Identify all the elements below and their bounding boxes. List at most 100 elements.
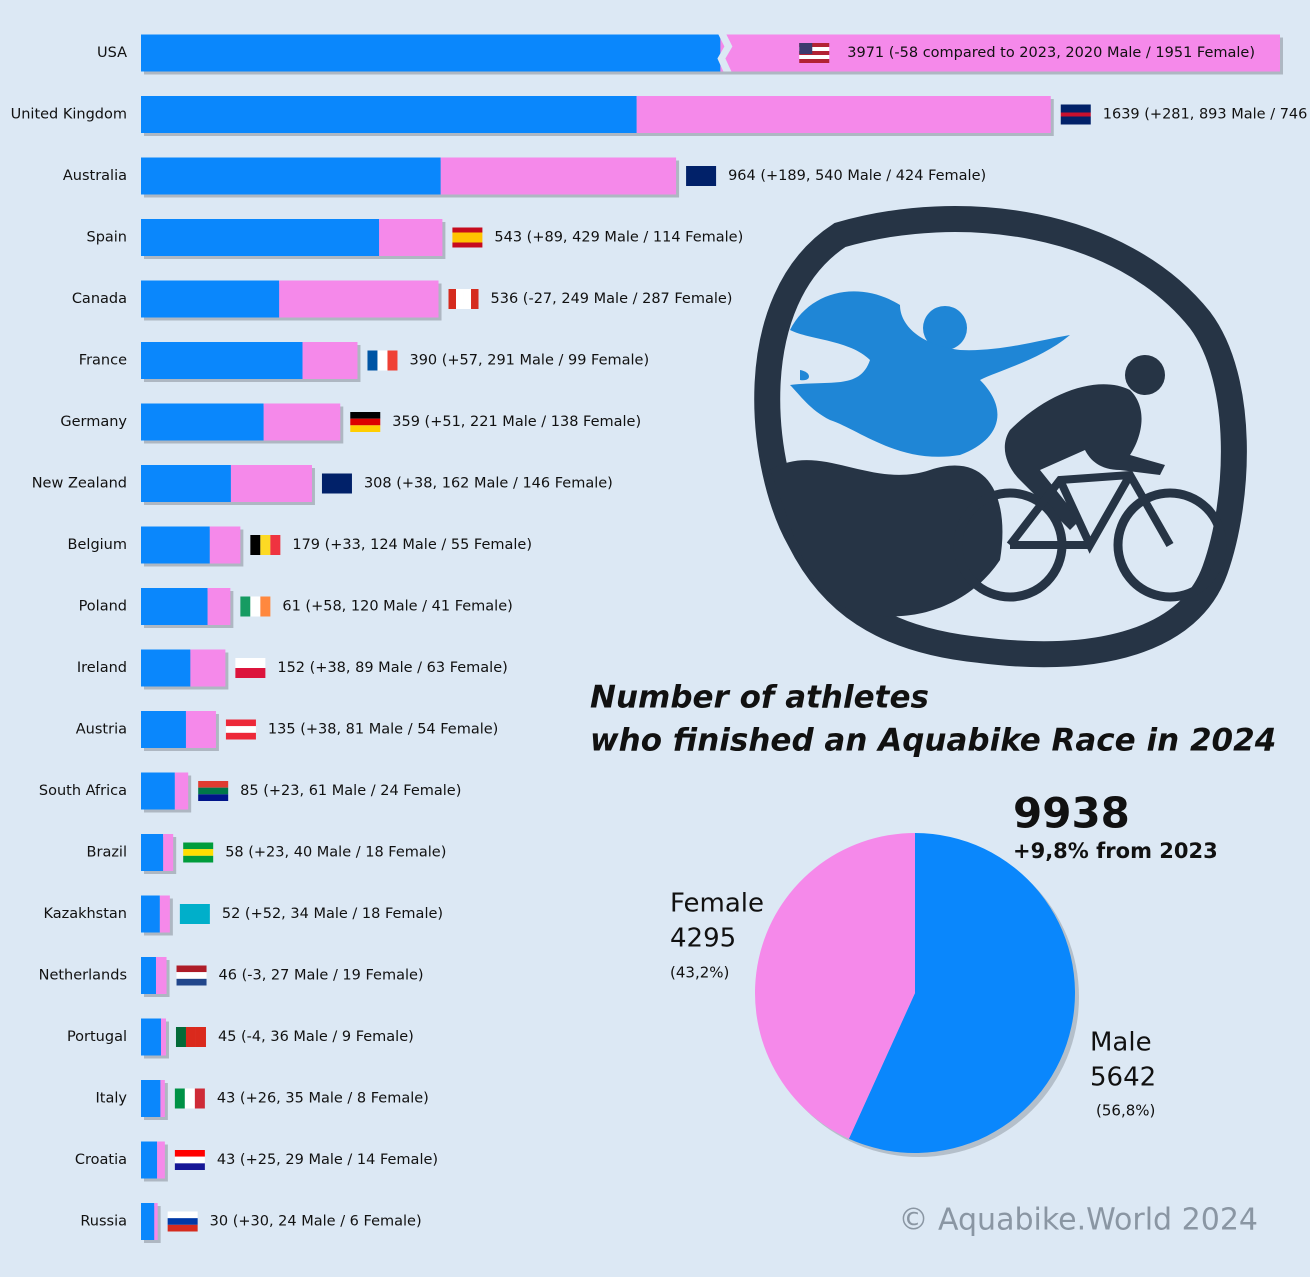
bar-segment xyxy=(185,711,216,748)
bar-segment xyxy=(263,403,341,441)
bar-label: 3971 (-58 compared to 2023, 2020 Male / … xyxy=(847,45,1255,61)
category-label: United Kingdom xyxy=(11,107,127,123)
flag-stripe xyxy=(195,1027,206,1047)
flag-stripe xyxy=(799,51,830,55)
bar-label: 61 (+58, 120 Male / 41 Female) xyxy=(282,599,512,615)
bar-segment xyxy=(141,1203,155,1240)
bar-label: 543 (+89, 429 Male / 114 Female) xyxy=(494,230,743,246)
category-label: France xyxy=(79,353,127,369)
bar-segment xyxy=(163,834,174,871)
flag-stripe xyxy=(799,59,830,63)
bar-segment xyxy=(636,96,1051,133)
flag-stripe xyxy=(686,166,717,176)
bar-segment xyxy=(207,588,231,625)
flag-stripe xyxy=(452,237,483,243)
bar-segment xyxy=(379,219,443,256)
flag-stripe xyxy=(452,232,483,238)
pie-slice xyxy=(755,833,915,1139)
logo xyxy=(754,206,1247,668)
flag-stripe xyxy=(321,483,352,494)
flag-stripe xyxy=(185,1027,196,1047)
bar-label: 43 (+25, 29 Male / 14 Female) xyxy=(217,1152,438,1168)
bar-label: 964 (+189, 540 Male / 424 Female) xyxy=(728,168,986,184)
flag-stripe xyxy=(250,596,261,617)
bar-segment xyxy=(160,1080,165,1117)
bar-segment xyxy=(159,895,170,933)
flag-stripe xyxy=(350,425,381,432)
flag-stripe xyxy=(176,972,207,979)
flag-stripe xyxy=(1060,108,1091,113)
category-label: Australia xyxy=(63,168,127,184)
category-label: South Africa xyxy=(39,783,127,799)
bar-segment xyxy=(141,895,160,933)
flag-stripe xyxy=(799,47,830,51)
flag-stripe xyxy=(350,412,381,419)
category-label: Croatia xyxy=(75,1152,127,1168)
category-label: Russia xyxy=(80,1214,127,1230)
category-label: Belgium xyxy=(68,537,127,553)
flag-stripe xyxy=(179,904,210,924)
bar-segment xyxy=(160,1018,166,1056)
bar-segment xyxy=(141,957,156,994)
bar-segment xyxy=(141,219,380,256)
bar-label: 1639 (+281, 893 Male / 746 Female) xyxy=(1103,107,1310,123)
category-label: Portugal xyxy=(67,1029,127,1045)
flag-stripe xyxy=(225,719,256,727)
flag-stripe xyxy=(235,658,266,668)
pie-percent: (56,8%) xyxy=(1096,1102,1155,1120)
bar-segment xyxy=(141,280,280,318)
flag-stripe xyxy=(174,1088,185,1109)
category-label: Kazakhstan xyxy=(43,906,127,922)
bar-label: 43 (+26, 35 Male / 8 Female) xyxy=(217,1091,429,1107)
category-label: Spain xyxy=(86,230,127,246)
title-line: who finished an Aquabike Race in 2024 xyxy=(590,723,1276,759)
bar-segment xyxy=(190,649,226,687)
category-label: Ireland xyxy=(77,660,127,676)
flag-stripe xyxy=(198,781,229,788)
flag-stripe xyxy=(270,535,281,555)
flag-stripe xyxy=(367,350,378,371)
pie-category: Male xyxy=(1090,1028,1152,1058)
flag-stripe xyxy=(1060,116,1091,121)
flag-stripe xyxy=(471,289,479,309)
flag-stripe xyxy=(1060,120,1091,125)
bar-segment xyxy=(157,1141,165,1179)
pie-value: 5642 xyxy=(1090,1063,1156,1093)
flag-stripe xyxy=(167,1218,198,1225)
flag-stripe xyxy=(1060,112,1091,117)
bar-segment xyxy=(141,342,303,379)
bar-segment xyxy=(141,465,231,502)
pie-value: 4295 xyxy=(670,924,736,954)
bar-label: 30 (+30, 24 Male / 6 Female) xyxy=(210,1214,422,1230)
bar-label: 536 (-27, 249 Male / 287 Female) xyxy=(491,291,733,307)
bar-segment xyxy=(174,772,189,810)
bar-segment xyxy=(141,403,264,441)
bar-label: 135 (+38, 81 Male / 54 Female) xyxy=(268,722,498,738)
bar-segment xyxy=(230,465,312,502)
category-label: Italy xyxy=(96,1091,128,1107)
flag-stripe xyxy=(183,855,214,863)
flag-stripe xyxy=(167,1211,198,1219)
flag-stripe xyxy=(452,227,483,233)
flag-stripe xyxy=(387,350,398,371)
flag-stripe xyxy=(686,176,717,186)
bar-segment xyxy=(141,649,191,687)
bar-segment xyxy=(440,157,677,195)
flag-stripe xyxy=(167,1224,198,1232)
flag-stripe xyxy=(350,418,381,426)
bar-segment xyxy=(302,342,358,379)
flag-stripe xyxy=(176,978,207,986)
flag-stripe xyxy=(452,242,483,248)
flag-stripe xyxy=(799,55,830,59)
bar-label: 308 (+38, 162 Male / 146 Female) xyxy=(364,476,613,492)
bar-segment xyxy=(141,1080,161,1117)
flag-stripe xyxy=(250,535,261,555)
flag-canton xyxy=(799,43,813,54)
bar-segment xyxy=(141,96,637,133)
pie-slice xyxy=(848,833,1076,1153)
bar-segment xyxy=(154,1203,158,1240)
flag-stripe xyxy=(174,1156,205,1164)
bar-segment xyxy=(141,772,175,810)
bar-segment xyxy=(141,1141,158,1179)
